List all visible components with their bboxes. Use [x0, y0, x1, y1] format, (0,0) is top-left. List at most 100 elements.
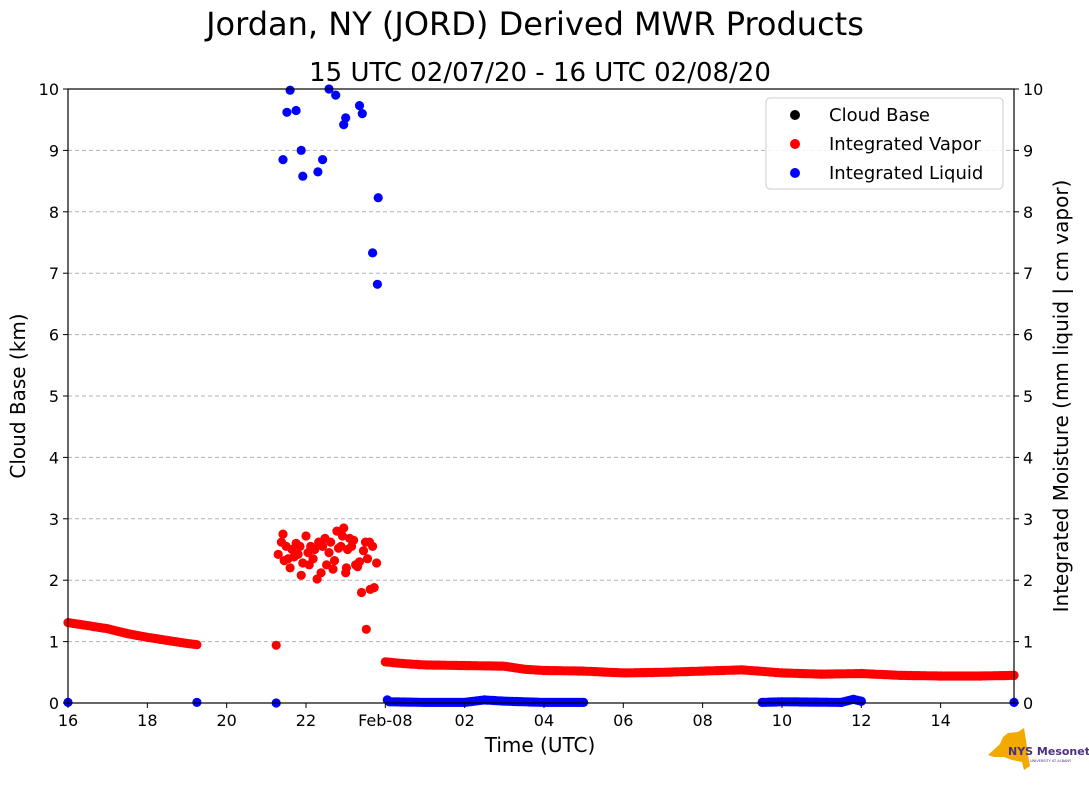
data-point-integrated-liquid	[282, 107, 292, 117]
y-tick-label-right: 8	[1023, 203, 1033, 222]
data-point-integrated-liquid	[318, 155, 328, 165]
legend-label-integrated-liquid: Integrated Liquid	[829, 163, 983, 184]
y-tick-label-right: 0	[1023, 694, 1033, 713]
y-axis-right: 0 1 2 3 4 5 6 7 8 9 10	[1014, 80, 1043, 713]
data-point-integrated-vapor	[362, 554, 373, 564]
y-axis-right-label: Integrated Moisture (mm liquid | cm vapo…	[1049, 180, 1073, 613]
data-point-integrated-vapor	[318, 541, 328, 552]
chart-title: Jordan, NY (JORD) Derived MWR Products	[204, 5, 864, 43]
logo-text: NYS Mesonet	[1008, 745, 1089, 758]
data-point-integrated-vapor	[341, 563, 351, 573]
data-point-integrated-vapor	[349, 535, 359, 545]
y-tick-label-left: 0	[49, 694, 59, 713]
y-tick-label-left: 2	[49, 571, 59, 590]
y-tick-label-left: 1	[49, 633, 59, 652]
data-point-integrated-vapor	[273, 549, 283, 560]
y-tick-label-left: 8	[49, 203, 59, 222]
data-point-integrated-vapor	[372, 558, 382, 568]
data-point-integrated-liquid	[285, 85, 295, 95]
data-point-integrated-liquid	[313, 167, 323, 177]
y-axis-left: 0 1 2 3 4 5 6 7 8 9 10	[39, 80, 68, 713]
series-layer	[63, 84, 1019, 708]
x-tick-label: Feb-08	[358, 711, 412, 730]
y-tick-label-right: 9	[1023, 141, 1033, 160]
data-point-integrated-vapor	[358, 546, 369, 556]
data-point-integrated-liquid	[298, 171, 308, 181]
y-tick-label-right: 10	[1023, 80, 1043, 99]
x-tick-label: 12	[851, 711, 871, 730]
data-point-integrated-vapor	[369, 583, 379, 593]
data-point-integrated-vapor	[356, 587, 367, 598]
data-point-integrated-vapor	[354, 557, 365, 567]
y-tick-label-left: 7	[49, 264, 59, 283]
legend-marker-cloud-base	[790, 110, 800, 120]
data-point-integrated-vapor	[293, 549, 303, 560]
legend-marker-integrated-liquid	[790, 168, 800, 178]
series-integrated-liquid	[63, 84, 1019, 708]
data-point-integrated-liquid	[354, 101, 365, 111]
data-point-integrated-vapor	[316, 568, 326, 578]
data-point-integrated-vapor	[278, 529, 288, 539]
y-tick-label-right: 2	[1023, 571, 1033, 590]
data-point-integrated-vapor	[329, 556, 340, 566]
y-tick-label-right: 5	[1023, 387, 1033, 406]
chart-subtitle: 15 UTC 02/07/20 - 16 UTC 02/08/20	[309, 58, 771, 88]
x-tick-label: 04	[534, 711, 554, 730]
x-tick-label: 08	[692, 711, 712, 730]
y-tick-label-right: 1	[1023, 633, 1033, 652]
x-axis-label: Time (UTC)	[484, 733, 596, 757]
x-tick-label: 22	[296, 711, 316, 730]
data-point-integrated-vapor	[308, 554, 318, 564]
data-point-integrated-vapor	[310, 544, 320, 555]
legend-marker-integrated-vapor	[790, 139, 800, 149]
data-point-integrated-vapor	[328, 564, 338, 574]
x-axis: 16 18 20 22 Feb-08 02 04 06 08 10 12 14	[58, 703, 951, 730]
data-point-integrated-vapor	[296, 570, 306, 580]
legend-frame	[765, 97, 1004, 190]
x-tick-label: 10	[772, 711, 792, 730]
data-point-integrated-liquid	[372, 279, 382, 289]
legend: Cloud Base Integrated Vapor Integrated L…	[765, 97, 1004, 190]
data-point-integrated-vapor	[326, 537, 336, 547]
y-axis-left-label: Cloud Base (km)	[6, 313, 30, 478]
data-point-integrated-vapor	[192, 640, 202, 650]
data-point-integrated-vapor	[361, 624, 371, 634]
data-point-integrated-vapor	[295, 541, 305, 552]
y-tick-label-left: 4	[49, 448, 59, 467]
data-point-integrated-vapor	[301, 531, 311, 541]
x-tick-label: 14	[930, 711, 950, 730]
logo-subtext: UNIVERSITY AT ALBANY	[1030, 759, 1072, 763]
legend-label-cloud-base: Cloud Base	[829, 105, 930, 126]
y-tick-label-left: 6	[49, 326, 59, 345]
data-point-integrated-liquid	[368, 248, 378, 258]
y-tick-label-left: 10	[39, 80, 59, 99]
series-integrated-vapor	[63, 523, 1019, 681]
data-point-integrated-liquid	[296, 145, 306, 155]
data-point-integrated-liquid	[373, 193, 383, 203]
data-point-integrated-liquid	[341, 113, 351, 123]
y-tick-label-right: 3	[1023, 510, 1033, 529]
data-point-integrated-vapor	[368, 541, 378, 552]
data-point-integrated-liquid	[382, 695, 392, 705]
x-tick-label: 18	[137, 711, 157, 730]
x-tick-label: 02	[454, 711, 474, 730]
y-tick-label-left: 9	[49, 141, 59, 160]
data-point-integrated-liquid	[357, 109, 367, 119]
data-point-integrated-liquid	[278, 155, 288, 165]
nys-mesonet-logo: NYS Mesonet UNIVERSITY AT ALBANY	[988, 728, 1089, 770]
x-tick-label: 06	[613, 711, 633, 730]
y-tick-label-right: 4	[1023, 448, 1033, 467]
y-tick-label-left: 3	[49, 510, 59, 529]
data-point-integrated-vapor	[339, 523, 349, 533]
data-point-integrated-vapor	[337, 531, 348, 541]
new-york-state-shape-icon	[988, 728, 1030, 770]
y-tick-label-left: 5	[49, 387, 59, 406]
grid-lines	[68, 149, 1014, 643]
y-tick-label-right: 7	[1023, 264, 1033, 283]
legend-label-integrated-vapor: Integrated Vapor	[829, 134, 981, 155]
y-tick-label-right: 6	[1023, 326, 1033, 345]
x-tick-label: 16	[58, 711, 78, 730]
data-point-integrated-vapor	[271, 640, 281, 650]
data-point-integrated-vapor	[285, 563, 295, 573]
